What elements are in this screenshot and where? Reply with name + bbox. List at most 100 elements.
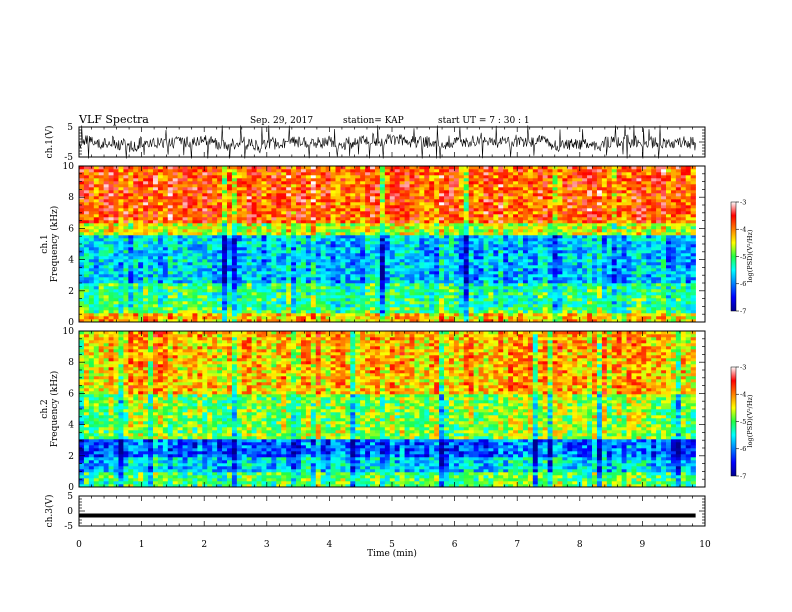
ch1-spectrogram-cell: [365, 181, 371, 185]
ch1-spectrogram-cell: [340, 175, 346, 179]
ch1-spectrogram-cell: [483, 304, 489, 308]
ch1-spectrogram-cell: [236, 202, 243, 206]
ch1-spectrogram-cell: [483, 220, 489, 224]
ch1-spectrogram-cell: [276, 217, 282, 221]
ch1-spectrogram-cell: [463, 208, 469, 212]
ch1-spectrogram-cell: [276, 289, 282, 293]
ch1-spectrogram-cell: [88, 187, 95, 191]
ch1-spectrogram-cell: [434, 250, 440, 254]
ch1-spectrogram-cell: [379, 313, 386, 317]
ch1-spectrogram-cell: [212, 286, 218, 290]
ch1-spectrogram-cell: [444, 232, 450, 236]
ch1-spectrogram-cell: [330, 253, 336, 257]
ch1-spectrogram-cell: [217, 205, 223, 209]
ch1-spectrogram-cell: [276, 205, 282, 209]
ch1-spectrogram-cell: [103, 166, 109, 170]
ch1-spectrogram-cell: [207, 220, 213, 224]
ch1-spectrogram-cell: [79, 220, 85, 224]
ch1-spectrogram-cell: [537, 304, 543, 308]
ch1-spectrogram-cell: [148, 244, 154, 248]
ch1-spectrogram-cell: [202, 217, 208, 221]
ch1-spectrogram-cell: [527, 271, 534, 275]
ch1-spectrogram-cell: [207, 223, 213, 227]
ch1-spectrogram-cell: [424, 316, 430, 320]
ch1-spectrogram-cell: [518, 295, 524, 299]
ch1-spectrogram-cell: [503, 268, 509, 272]
ch1-spectrogram-cell: [148, 223, 154, 227]
ch1-spectrogram-cell: [498, 298, 504, 302]
ch1-spectrogram-cell: [448, 229, 455, 233]
ch1-spectrogram-cell: [182, 295, 188, 299]
ch1-spectrogram-cell: [187, 220, 193, 224]
ch1-spectrogram-cell: [251, 301, 257, 305]
ch1-spectrogram-cell: [286, 229, 292, 233]
ch1-spectrogram-cell: [399, 319, 405, 323]
ch1-spectrogram-cell: [493, 166, 499, 170]
ch1-spectrogram-cell: [202, 307, 208, 311]
ch1-spectrogram-cell: [374, 172, 381, 176]
ch1-spectrogram-cell: [271, 274, 277, 278]
ch1-spectrogram-cell: [271, 247, 277, 251]
ch1-spectrogram-cell: [162, 235, 169, 239]
ch1-spectrogram-cell: [103, 319, 109, 323]
ch1-spectrogram-cell: [98, 238, 104, 242]
ch1-spectrogram-cell: [187, 247, 193, 251]
ch1-spectrogram-cell: [162, 238, 169, 242]
ch1-spectrogram-cell: [424, 205, 430, 209]
ch1-spectrogram-cell: [478, 223, 484, 227]
ch1-spectrogram-cell: [439, 193, 445, 197]
ch1-spectrogram-cell: [291, 223, 297, 227]
ch1-spectrogram-cell: [434, 220, 440, 224]
ch1-spectrogram-cell: [448, 187, 455, 191]
ch1-spectrogram-cell: [157, 265, 164, 269]
ch1-spectrogram-cell: [414, 235, 420, 239]
ch1-spectrogram-cell: [310, 208, 317, 212]
ch1-spectrogram-cell: [527, 307, 534, 311]
ch1-spectrogram-cell: [157, 319, 164, 323]
ch1-spectrogram-cell: [256, 235, 262, 239]
ch1-spectrogram-cell: [345, 238, 351, 242]
ch1-spectrogram-cell: [305, 259, 312, 263]
ch1-spectrogram-cell: [271, 184, 277, 188]
ch1-spectrogram-cell: [143, 211, 149, 215]
ch1-spectrogram-cell: [542, 313, 548, 317]
ch1-spectrogram-cell: [409, 232, 415, 236]
ch1-spectrogram-cell: [98, 235, 104, 239]
ch1-spectrogram-cell: [527, 298, 534, 302]
ch1-spectrogram-cell: [404, 307, 410, 311]
ch1-spectrogram-cell: [182, 190, 188, 194]
ch1-spectrogram-cell: [399, 217, 405, 221]
ch1-spectrogram-cell: [414, 268, 420, 272]
ch1-spectrogram-cell: [508, 223, 514, 227]
ch1-spectrogram-cell: [429, 277, 435, 281]
ch1-spectrogram-cell: [320, 202, 326, 206]
ch1-spectrogram-cell: [365, 169, 371, 173]
ch1-spectrogram-cell: [296, 202, 302, 206]
ch1-spectrogram-cell: [355, 310, 361, 314]
ch1-spectrogram-cell: [374, 208, 381, 212]
ch1-spectrogram-cell: [444, 307, 450, 311]
ch1-spectrogram-cell: [419, 262, 425, 266]
ch1-spectrogram-cell: [167, 274, 174, 278]
ch1-spectrogram-cell: [493, 178, 499, 182]
ch1-spectrogram-cell: [197, 181, 203, 185]
ch1-spectrogram-cell: [453, 217, 460, 221]
ch1-spectrogram-cell: [172, 259, 178, 263]
ch1-spectrogram-cell: [276, 277, 282, 281]
ch1-spectrogram-cell: [305, 298, 312, 302]
ch1-spectrogram-cell: [79, 193, 85, 197]
ch1-spectrogram-cell: [143, 307, 149, 311]
ch1-spectrogram-cell: [103, 277, 109, 281]
ch1-spectrogram-cell: [537, 196, 543, 200]
ch1-spectrogram-cell: [370, 244, 376, 248]
ch1-spectrogram-cell: [266, 319, 272, 323]
ch1-spectrogram-cell: [370, 229, 376, 233]
ch1-spectrogram-cell: [453, 178, 460, 182]
ch1-spectrogram-cell: [350, 220, 356, 224]
ch1-spectrogram-cell: [212, 178, 218, 182]
ch1-spectrogram-cell: [463, 295, 469, 299]
ch1-spectrogram-cell: [483, 319, 489, 323]
ch1-spectrogram-cell: [133, 220, 139, 224]
ch1-spectrogram-cell: [182, 172, 188, 176]
ch1-spectrogram-cell: [458, 190, 465, 194]
